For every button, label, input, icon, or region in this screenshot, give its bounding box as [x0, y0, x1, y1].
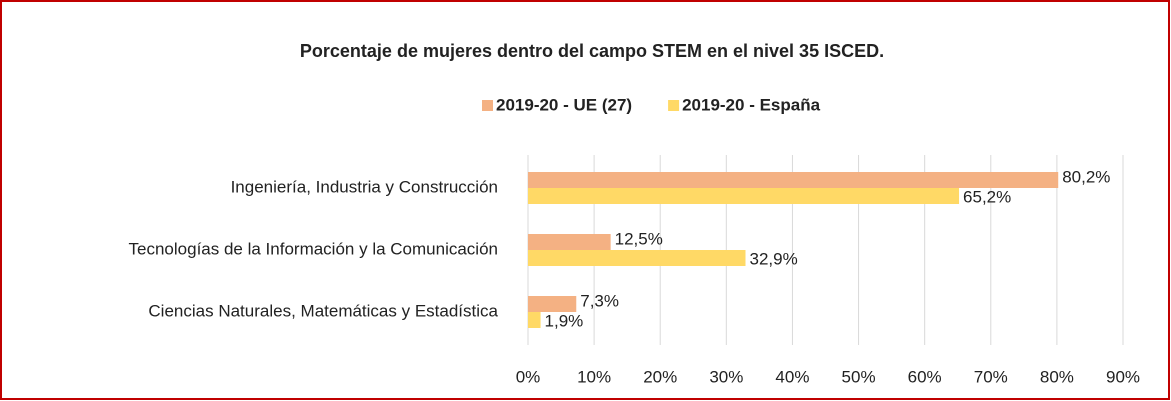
y-tick-label: Ciencias Naturales, Matemáticas y Estadí… — [148, 301, 498, 320]
legend-label: 2019-20 - UE (27) — [496, 95, 632, 114]
x-tick-label: 0% — [516, 367, 541, 386]
x-tick-label: 30% — [709, 367, 743, 386]
data-label: 1,9% — [545, 311, 584, 330]
data-label: 65,2% — [963, 187, 1011, 206]
bar — [528, 234, 611, 250]
data-label: 7,3% — [580, 291, 619, 310]
x-tick-label: 80% — [1040, 367, 1074, 386]
legend-label: 2019-20 - España — [682, 95, 821, 114]
bar — [528, 172, 1059, 188]
chart-title: Porcentaje de mujeres dentro del campo S… — [300, 41, 884, 61]
x-tick-label: 50% — [842, 367, 876, 386]
x-tick-label: 40% — [775, 367, 809, 386]
y-tick-label: Ingeniería, Industria y Construcción — [231, 177, 498, 196]
bar — [528, 188, 960, 204]
data-label: 32,9% — [750, 249, 798, 268]
legend-swatch — [668, 100, 680, 111]
x-tick-label: 20% — [643, 367, 677, 386]
x-tick-label: 10% — [577, 367, 611, 386]
bar — [528, 296, 577, 312]
data-label: 80,2% — [1062, 167, 1110, 186]
x-tick-label: 70% — [974, 367, 1008, 386]
x-tick-label: 90% — [1106, 367, 1140, 386]
data-label: 12,5% — [615, 229, 663, 248]
bar — [528, 312, 541, 328]
y-tick-label: Tecnologías de la Información y la Comun… — [129, 239, 498, 258]
bar — [528, 250, 746, 266]
legend-swatch — [482, 100, 493, 111]
x-tick-label: 60% — [908, 367, 942, 386]
